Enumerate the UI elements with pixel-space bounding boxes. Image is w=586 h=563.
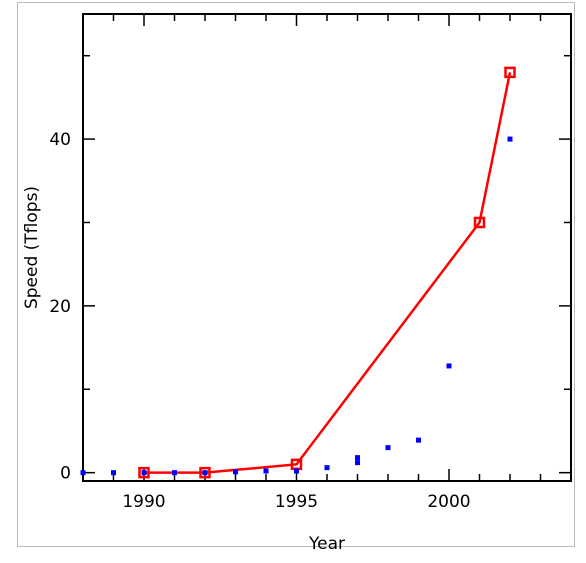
y-tick-label: 0 bbox=[60, 464, 71, 484]
x-tick-label: 1990 bbox=[122, 492, 165, 512]
data-point-red bbox=[138, 466, 150, 479]
x-axis-title: Year bbox=[308, 534, 345, 554]
series-line bbox=[144, 72, 512, 474]
data-point-blue bbox=[111, 470, 116, 476]
data-point-blue bbox=[294, 468, 299, 474]
x-tick-label: 1995 bbox=[275, 492, 318, 512]
y-tick-label: 20 bbox=[49, 297, 71, 317]
data-point-blue bbox=[172, 470, 177, 476]
data-point-blue bbox=[355, 460, 360, 466]
data-point-blue bbox=[233, 469, 238, 475]
data-point-blue bbox=[416, 437, 421, 443]
x-tick-label: 2000 bbox=[427, 492, 470, 512]
data-point-blue bbox=[141, 470, 147, 476]
y-axis-title: Speed (Tflops) bbox=[22, 186, 42, 309]
chart-frame bbox=[17, 2, 575, 547]
data-point-blue bbox=[355, 455, 360, 461]
data-point-blue bbox=[446, 363, 452, 369]
data-point-blue bbox=[507, 136, 513, 142]
data-point-red bbox=[504, 66, 516, 79]
data-point-blue bbox=[80, 470, 86, 476]
y-tick-label: 40 bbox=[49, 130, 71, 150]
data-point-blue bbox=[324, 465, 330, 471]
data-point-red bbox=[199, 466, 211, 479]
data-point-red bbox=[473, 216, 486, 229]
data-point-blue bbox=[202, 470, 208, 476]
plot-area-border bbox=[82, 13, 572, 482]
data-point-blue bbox=[385, 445, 391, 451]
data-point-blue bbox=[263, 468, 269, 474]
